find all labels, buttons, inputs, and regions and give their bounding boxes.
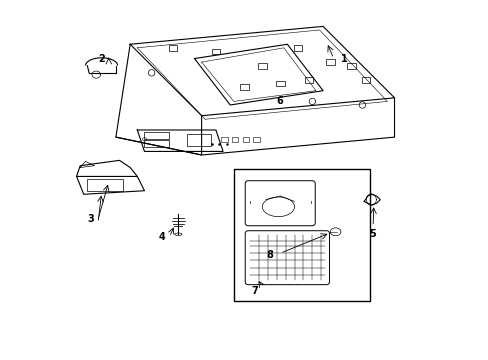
Bar [144, 140, 169, 147]
Text: 6: 6 [276, 96, 283, 107]
Bar [293, 45, 302, 51]
Bar [240, 84, 248, 90]
Text: 2: 2 [98, 54, 105, 64]
Bar [361, 77, 369, 83]
Bar [87, 179, 123, 191]
Bar [346, 63, 355, 68]
Text: 8: 8 [265, 250, 272, 260]
Text: 3: 3 [87, 214, 94, 224]
Bar [211, 49, 220, 54]
Bar [304, 77, 312, 83]
Text: 1: 1 [341, 54, 347, 64]
Text: 4: 4 [159, 232, 165, 242]
Bar [253, 138, 259, 142]
Bar [168, 45, 177, 51]
Bar [187, 134, 210, 146]
Bar [258, 63, 266, 68]
Bar [231, 138, 238, 142]
Bar [221, 138, 227, 142]
Text: 7: 7 [251, 286, 258, 296]
Bar [233, 169, 369, 301]
Bar [275, 81, 284, 86]
Bar [325, 59, 334, 65]
Bar [144, 132, 169, 139]
Text: 5: 5 [369, 229, 376, 239]
Bar [242, 138, 248, 142]
